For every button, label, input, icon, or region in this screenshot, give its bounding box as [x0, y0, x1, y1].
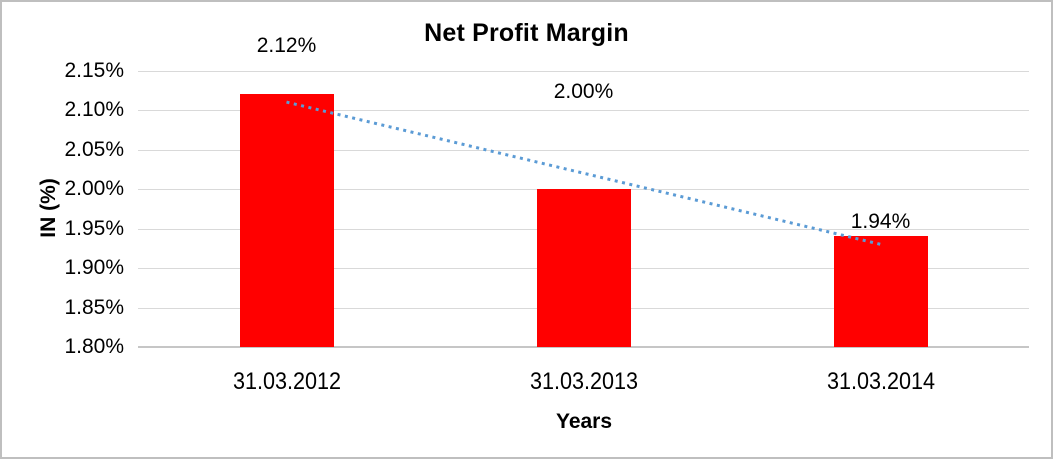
chart-title: Net Profit Margin [424, 19, 629, 47]
y-tick-label: 1.90% [64, 256, 124, 279]
y-tick-label: 1.80% [64, 335, 124, 358]
x-tick-label: 31.03.2014 [826, 368, 935, 395]
bar-31.03.2012 [239, 94, 334, 347]
x-tick-label: 31.03.2012 [232, 368, 341, 395]
y-tick-label: 1.85% [64, 295, 124, 319]
y-tick-label: 2.10% [64, 98, 124, 121]
y-tick-label: 2.00% [64, 177, 124, 200]
y-tick-label: 2.15% [64, 58, 124, 82]
bar-data-label: 2.12% [256, 34, 317, 57]
bar-data-label: 1.94% [850, 210, 911, 233]
bar-31.03.2013 [536, 189, 631, 347]
y-tick-label: 2.05% [64, 137, 124, 161]
bar-data-label: 2.00% [553, 80, 614, 103]
gridline [138, 70, 1029, 72]
x-axis-baseline [138, 346, 1029, 348]
y-tick-label: 1.95% [64, 216, 124, 240]
bar-31.03.2014 [833, 236, 928, 347]
x-axis-title: Years [555, 410, 613, 433]
x-tick-label: 31.03.2013 [529, 368, 638, 395]
